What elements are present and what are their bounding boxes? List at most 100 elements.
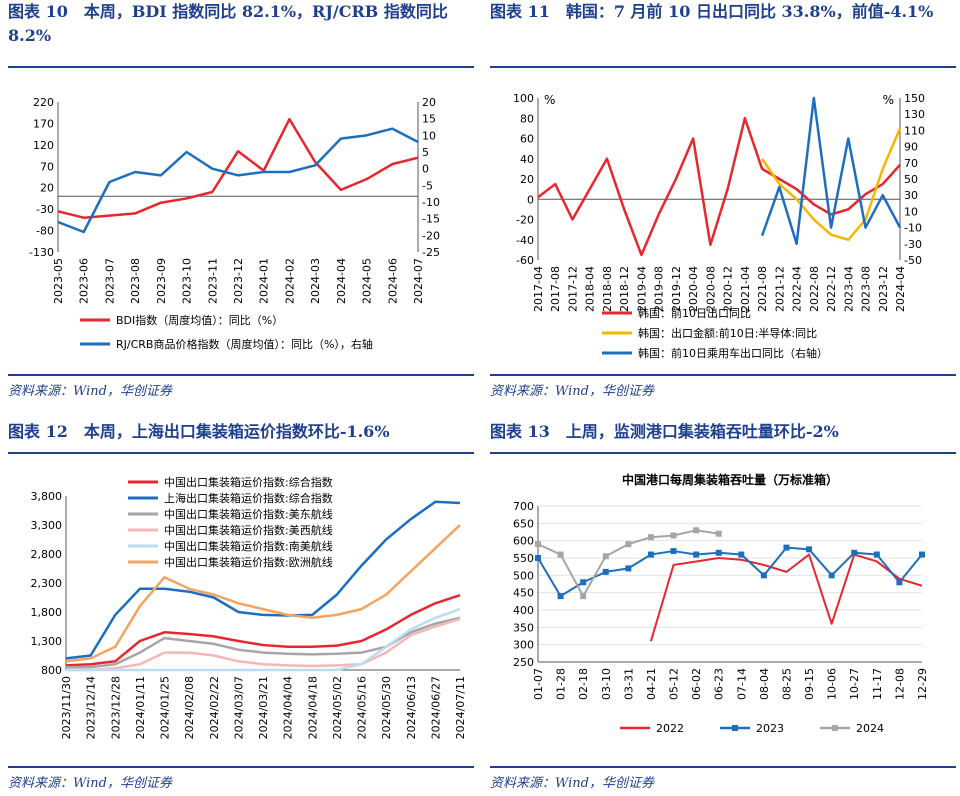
- x-tick-label: 2023-06: [78, 258, 91, 304]
- y2-tick-label: 70: [904, 157, 918, 170]
- y-tick-label: -60: [516, 254, 534, 267]
- data-point-1: [919, 551, 925, 558]
- x-tick-label: 2017-08: [549, 266, 562, 312]
- series-line-4: [66, 607, 461, 672]
- x-tick-label: 2024/02/08: [183, 676, 196, 739]
- series-line-1: [65, 500, 461, 660]
- x-tick-label: 2019-08: [653, 266, 666, 312]
- x-tick-label: 01-07: [532, 668, 545, 700]
- data-point-2: [670, 532, 677, 539]
- y2-tick-label: 50: [904, 173, 918, 186]
- legend-label: BDI指数（周度均值）：同比（%）: [116, 313, 283, 327]
- data-point-1: [625, 565, 632, 572]
- x-tick-label: 12-08: [893, 668, 906, 700]
- y2-tick-label: -25: [422, 246, 440, 259]
- x-tick-label: 2023-08: [129, 258, 142, 304]
- legend-label: 2023: [756, 722, 784, 735]
- data-point-2: [557, 551, 564, 558]
- x-tick-label: 2024/03/07: [232, 676, 245, 739]
- panel-title: 图表 13 上周，监测港口集装箱吞吐量环比-2%: [490, 422, 839, 441]
- x-tick-label: 03-31: [622, 668, 635, 700]
- x-tick-label: 05-12: [668, 668, 681, 700]
- data-point-1: [647, 551, 654, 558]
- y-tick-label: 500: [513, 569, 534, 582]
- chart-freight-index: 3,800 3,300 2,800 2,300 1,800 1,300 8002023/11…: [31, 475, 468, 739]
- x-tick-label: 2019-04: [635, 266, 648, 312]
- x-tick-label: 01-28: [555, 668, 568, 700]
- source-rule: [490, 766, 956, 768]
- y2-tick-label: -15: [422, 213, 440, 226]
- x-tick-label: 2020-08: [704, 266, 717, 312]
- y-tick-label: 3,300: [31, 519, 63, 532]
- legend-label: 中国出口集装箱运价指数:美西航线: [164, 523, 333, 537]
- x-tick-label: 2021-08: [756, 266, 769, 312]
- x-tick-label: 2017-04: [532, 266, 545, 312]
- x-tick-label: 2021-04: [739, 266, 752, 312]
- x-tick-label: 2023-12: [232, 258, 245, 304]
- x-tick-label: 2023-12: [877, 266, 890, 312]
- legend-label: 上海出口集装箱运价指数:综合指数: [164, 491, 333, 505]
- y2-tick-label: -10: [904, 222, 922, 235]
- legend-label: 韩国：前10日乘用车出口同比（右轴）: [638, 346, 828, 360]
- source-note: 资料来源：Wind，华创证券: [8, 384, 172, 399]
- x-tick-label: 2023-07: [103, 258, 116, 304]
- source-rule: [8, 766, 474, 768]
- data-point-1: [896, 579, 903, 586]
- x-tick-label: 09-15: [803, 668, 816, 700]
- y-tick-label: -30: [36, 203, 54, 216]
- data-point-2: [580, 593, 587, 600]
- x-tick-label: 02-18: [577, 668, 590, 700]
- y-tick-label: -40: [516, 234, 534, 247]
- series-line-1: [761, 127, 902, 241]
- x-tick-label: 2019-12: [670, 266, 683, 312]
- x-tick-label: 11-17: [871, 668, 884, 700]
- y-tick-label: 20: [40, 182, 54, 195]
- legend-label: 中国出口集装箱运价指数:美东航线: [164, 507, 333, 521]
- y2-tick-label: 10: [904, 205, 918, 218]
- y-tick-label: -80: [36, 225, 54, 238]
- x-tick-label: 2017-12: [566, 266, 579, 312]
- chart-title: 中国港口每周集装箱吞吐量（万标准箱）: [622, 472, 838, 487]
- data-point-1: [670, 548, 677, 555]
- data-point-1: [760, 572, 767, 579]
- x-tick-label: 2024/02/22: [208, 676, 221, 739]
- x-tick-label: 2024-06: [386, 258, 399, 304]
- x-tick-label: 2020-12: [722, 266, 735, 312]
- y-tick-label: 40: [520, 153, 534, 166]
- legend-marker: [832, 725, 838, 731]
- panel-title: 图表 10 本周，BDI 指数同比 82.1%，RJ/CRB 指数同比 8.2%: [8, 2, 448, 45]
- y-tick-label: 220: [33, 96, 54, 109]
- legend-label: 韩国：前10日出口同比: [638, 306, 751, 320]
- legend-label: 韩国：出口金额:前10日:半导体:同比: [638, 326, 817, 340]
- data-point-1: [873, 551, 880, 558]
- x-tick-label: 2023/12/28: [109, 676, 122, 739]
- panel-title: 图表 12 本周，上海出口集装箱运价指数环比-1.6%: [8, 422, 390, 441]
- x-tick-label: 2022-04: [791, 266, 804, 312]
- x-tick-label: 2024-03: [309, 258, 322, 304]
- x-tick-label: 2018-04: [584, 266, 597, 312]
- y2-tick-label: 10: [422, 129, 436, 142]
- legend-label: 2024: [856, 722, 884, 735]
- y-tick-label: 1,800: [31, 606, 63, 619]
- y-tick-label: 170: [33, 117, 54, 130]
- data-point-2: [602, 553, 609, 560]
- source-note: 资料来源：Wind，华创证券: [490, 776, 654, 791]
- x-tick-label: 2024-05: [361, 258, 374, 304]
- y2-tick-label: 5: [422, 146, 429, 159]
- source-rule: [8, 374, 474, 376]
- x-tick-label: 2024-04: [894, 266, 907, 312]
- y2-tick-label: 15: [422, 113, 436, 126]
- x-tick-label: 2023-05: [52, 258, 65, 304]
- x-tick-label: 2022-12: [825, 266, 838, 312]
- title-rule: [490, 66, 956, 68]
- y-tick-label: 20: [520, 173, 534, 186]
- x-tick-label: 2024-02: [283, 258, 296, 304]
- legend-marker: [732, 725, 738, 731]
- y-tick-label: 450: [513, 587, 534, 600]
- y2-tick-label: 90: [904, 141, 918, 154]
- x-tick-label: 2024-07: [412, 258, 425, 304]
- title-rule: [490, 452, 956, 454]
- y2-tick-label: 20: [422, 96, 436, 109]
- data-point-2: [693, 527, 700, 534]
- data-point-2: [715, 530, 722, 537]
